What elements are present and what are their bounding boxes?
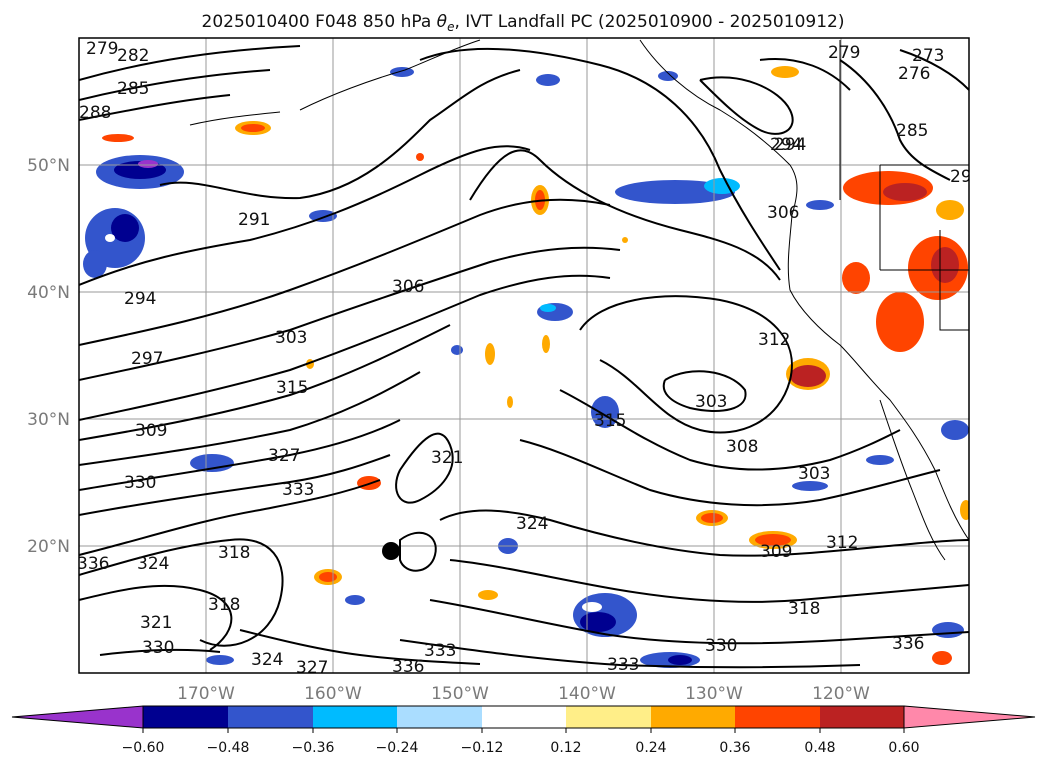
- svg-text:309: 309: [760, 542, 792, 562]
- svg-text:282: 282: [117, 46, 149, 66]
- svg-text:321: 321: [431, 448, 463, 468]
- svg-text:294: 294: [770, 135, 802, 155]
- svg-text:324: 324: [251, 650, 283, 670]
- figure-title: 2025010400 F048 850 hPa θe, IVT Landfall…: [202, 12, 845, 34]
- svg-text:308: 308: [726, 437, 758, 457]
- svg-text:330: 330: [705, 636, 737, 656]
- colorbar-extend-low: [11, 705, 144, 729]
- lat-tick-labels: 50°N 40°N 30°N 20°N: [27, 156, 70, 557]
- svg-text:336: 336: [77, 554, 109, 574]
- theta-e-contours: [79, 45, 969, 669]
- svg-text:333: 333: [424, 641, 456, 661]
- svg-text:0.36: 0.36: [719, 740, 750, 756]
- svg-text:324: 324: [516, 514, 548, 534]
- svg-text:291: 291: [238, 210, 270, 230]
- svg-text:160°W: 160°W: [304, 684, 362, 704]
- svg-text:315: 315: [276, 378, 308, 398]
- svg-text:0.60: 0.60: [888, 740, 919, 756]
- svg-text:0.48: 0.48: [804, 740, 835, 756]
- contour-labels: 279 282 285 288 291 294 297 303 306 309 …: [77, 39, 982, 678]
- lon-tick-labels: 170°W 160°W 150°W 140°W 130°W 120°W: [177, 684, 870, 704]
- ivt-shading: [83, 66, 969, 668]
- svg-text:294: 294: [124, 289, 156, 309]
- svg-text:30°N: 30°N: [27, 410, 70, 430]
- svg-text:0.12: 0.12: [550, 740, 581, 756]
- colorbar-extend-high: [903, 705, 1036, 729]
- svg-text:273: 273: [912, 46, 944, 66]
- svg-text:327: 327: [268, 446, 300, 466]
- svg-text:−0.12: −0.12: [461, 740, 504, 756]
- svg-text:336: 336: [392, 657, 424, 677]
- storm-marker: [382, 542, 400, 560]
- svg-text:291: 291: [950, 167, 982, 187]
- svg-text:20°N: 20°N: [27, 537, 70, 557]
- svg-text:333: 333: [282, 480, 314, 500]
- svg-text:285: 285: [896, 121, 928, 141]
- svg-text:285: 285: [117, 79, 149, 99]
- svg-text:324: 324: [137, 554, 169, 574]
- svg-text:315: 315: [594, 411, 626, 431]
- svg-text:279: 279: [86, 39, 118, 59]
- svg-text:333: 333: [607, 655, 639, 675]
- colorbar: −0.60 −0.48 −0.36 −0.24 −0.12 0.12 0.24 …: [11, 705, 1036, 756]
- svg-text:294: 294: [774, 135, 806, 155]
- svg-text:297: 297: [131, 349, 163, 369]
- svg-text:40°N: 40°N: [27, 283, 70, 303]
- svg-text:336: 336: [892, 634, 924, 654]
- svg-text:330: 330: [142, 638, 174, 658]
- svg-text:318: 318: [218, 543, 250, 563]
- svg-text:150°W: 150°W: [431, 684, 489, 704]
- svg-text:321: 321: [140, 613, 172, 633]
- svg-text:−0.36: −0.36: [292, 740, 335, 756]
- svg-text:−0.60: −0.60: [122, 740, 165, 756]
- map-panel: 279 282 285 288 291 294 297 303 306 309 …: [77, 38, 982, 678]
- svg-text:−0.24: −0.24: [376, 740, 419, 756]
- svg-text:330: 330: [124, 473, 156, 493]
- svg-text:306: 306: [392, 277, 424, 297]
- svg-text:303: 303: [275, 328, 307, 348]
- map-frame: [78, 37, 970, 674]
- svg-text:120°W: 120°W: [812, 684, 870, 704]
- svg-text:303: 303: [798, 464, 830, 484]
- svg-text:312: 312: [826, 533, 858, 553]
- svg-text:279: 279: [828, 43, 860, 63]
- svg-text:140°W: 140°W: [558, 684, 616, 704]
- svg-text:309: 309: [135, 421, 167, 441]
- graticule: [79, 38, 969, 673]
- svg-text:276: 276: [898, 64, 930, 84]
- svg-text:0.24: 0.24: [635, 740, 666, 756]
- svg-text:130°W: 130°W: [685, 684, 743, 704]
- svg-text:288: 288: [79, 103, 111, 123]
- svg-text:318: 318: [788, 599, 820, 619]
- svg-text:−0.48: −0.48: [207, 740, 250, 756]
- svg-text:50°N: 50°N: [27, 156, 70, 176]
- svg-text:170°W: 170°W: [177, 684, 235, 704]
- svg-text:312: 312: [758, 330, 790, 350]
- svg-text:306: 306: [767, 203, 799, 223]
- svg-text:303: 303: [695, 392, 727, 412]
- svg-text:318: 318: [208, 595, 240, 615]
- svg-text:327: 327: [296, 658, 328, 678]
